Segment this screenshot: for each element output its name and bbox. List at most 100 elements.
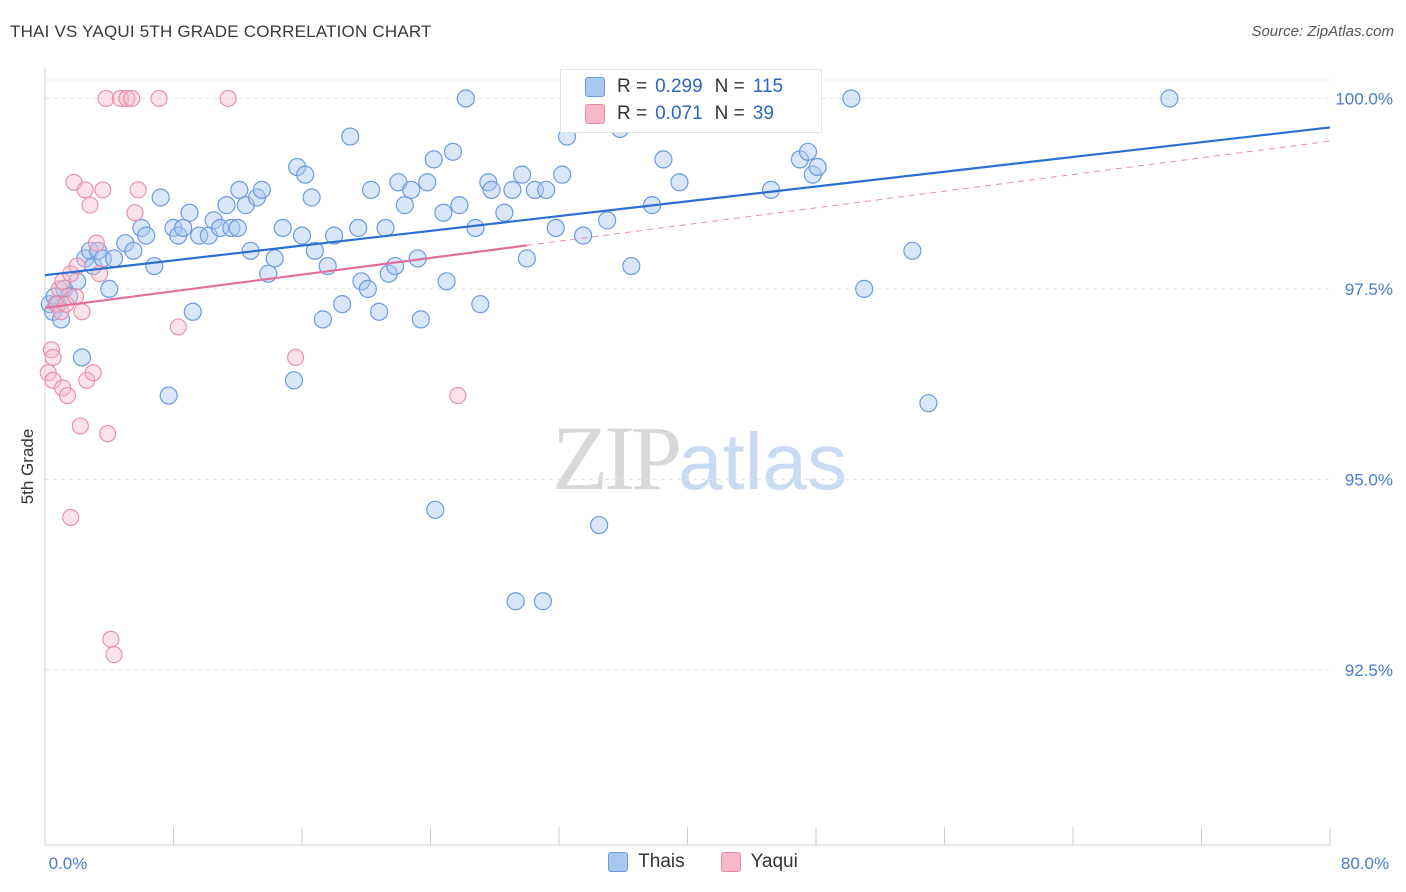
thais-point <box>443 142 463 161</box>
chart-title: THAI VS YAQUI 5TH GRADE CORRELATION CHAR… <box>10 22 432 41</box>
thais-point <box>72 348 92 367</box>
yaqui-point <box>102 630 120 648</box>
yaqui-point <box>118 89 136 108</box>
legend-row-yaqui: R = 0.071 N = 39 <box>585 101 774 127</box>
yaqui-point <box>81 196 99 214</box>
thais-point <box>590 515 609 535</box>
thais-point <box>506 592 525 611</box>
thais-point <box>349 218 368 238</box>
thais-point <box>512 165 532 184</box>
thais-point <box>424 150 443 169</box>
watermark-zip: ZIP <box>552 407 682 509</box>
thais-point <box>546 218 565 238</box>
thais-point <box>466 218 485 238</box>
x-tick-label: 0.0% <box>49 854 88 873</box>
legend-n-value: 39 <box>752 103 774 124</box>
thais-point <box>670 173 689 192</box>
thais-point <box>273 218 292 238</box>
thais-point <box>361 180 381 199</box>
legend-label-thais: Thais <box>638 851 685 872</box>
legend-item-yaqui[interactable]: Yaqui <box>720 851 798 873</box>
y-tick-label: 97.5% <box>1345 280 1393 299</box>
thais-point <box>174 218 193 238</box>
y-axis-title: 5th Grade <box>18 429 37 505</box>
thais-point <box>622 256 641 276</box>
thais-point <box>537 180 556 199</box>
yaqui-point <box>71 417 89 435</box>
y-tick-label: 100.0% <box>1335 89 1393 108</box>
yaqui-point <box>219 89 237 108</box>
thais-point <box>903 241 922 260</box>
thais-point <box>808 157 827 177</box>
thais-point <box>151 188 170 207</box>
legend-n-value: 115 <box>752 76 784 97</box>
legend-r-label: R = <box>617 103 648 124</box>
thais-point <box>517 249 536 268</box>
thais-point <box>553 165 572 184</box>
thais-point <box>124 241 143 260</box>
legend-n-label: N = <box>714 103 745 124</box>
yaqui-point <box>44 348 62 367</box>
legend-label-yaqui: Yaqui <box>750 851 798 872</box>
thais-point <box>100 279 119 299</box>
thais-point <box>104 249 124 268</box>
thais-points <box>40 89 1179 611</box>
thais-point <box>252 180 271 199</box>
yaqui-point <box>73 303 91 321</box>
thais-point <box>284 371 304 390</box>
thais-point <box>296 165 315 184</box>
trend-lines <box>44 126 1331 310</box>
thais-point <box>395 196 414 215</box>
thais-point <box>183 302 202 321</box>
thais-point <box>471 295 490 314</box>
legend-item-thais[interactable]: Thais <box>608 851 685 873</box>
thais-point <box>456 89 475 108</box>
yaqui-point <box>84 364 102 382</box>
y-tick-label: 92.5% <box>1345 661 1393 680</box>
yaqui-point <box>76 181 94 199</box>
thais-point <box>228 218 247 238</box>
thais-point <box>855 279 874 299</box>
yaqui-trend-line <box>44 244 528 310</box>
thais-point <box>370 302 389 321</box>
thais-point <box>761 180 781 199</box>
thais-point <box>495 203 514 222</box>
source-credit: Source: ZipAtlas.com <box>1251 23 1394 40</box>
thais-point <box>204 211 223 230</box>
thais-trend-line <box>44 126 1331 277</box>
yaqui-point <box>62 508 80 526</box>
yaqui-point <box>287 348 305 367</box>
tick-labels: 92.5% 95.0% 97.5% 100.0% 0.0% 80.0% 5th Grade <box>18 89 1393 873</box>
thais-point <box>137 226 156 245</box>
grid-lines <box>45 79 1330 671</box>
thais-point <box>313 310 332 329</box>
yaqui-swatch <box>585 104 605 124</box>
legend-n-label: N = <box>714 76 745 97</box>
thais-point <box>402 180 421 199</box>
thais-point <box>376 218 395 238</box>
thais-point <box>190 226 209 245</box>
yaqui-point <box>87 234 105 252</box>
yaqui-points <box>39 89 467 664</box>
y-tick-label: 95.0% <box>1345 470 1393 489</box>
correlation-legend: R = 0.299 N = 115 R = 0.071 N = 39 <box>560 69 822 133</box>
yaqui-point <box>94 181 112 199</box>
thais-point <box>842 89 861 108</box>
thais-point <box>434 203 453 222</box>
thais-point <box>437 272 456 291</box>
legend-row-thais: R = 0.299 N = 115 <box>585 74 783 100</box>
thais-point <box>798 142 818 161</box>
yaqui-swatch <box>720 852 741 872</box>
thais-point <box>654 150 673 169</box>
thais-point <box>305 241 324 260</box>
x-tick-label: 80.0% <box>1341 854 1389 873</box>
thais-point <box>426 500 445 519</box>
thais-point <box>482 180 501 199</box>
thais-point <box>919 394 938 413</box>
thais-point <box>265 249 284 268</box>
thais-point <box>450 196 469 215</box>
thais-point <box>386 256 405 276</box>
watermark: ZIPatlas <box>552 405 847 511</box>
thais-point <box>411 310 430 329</box>
legend-r-value: 0.299 <box>655 76 703 97</box>
